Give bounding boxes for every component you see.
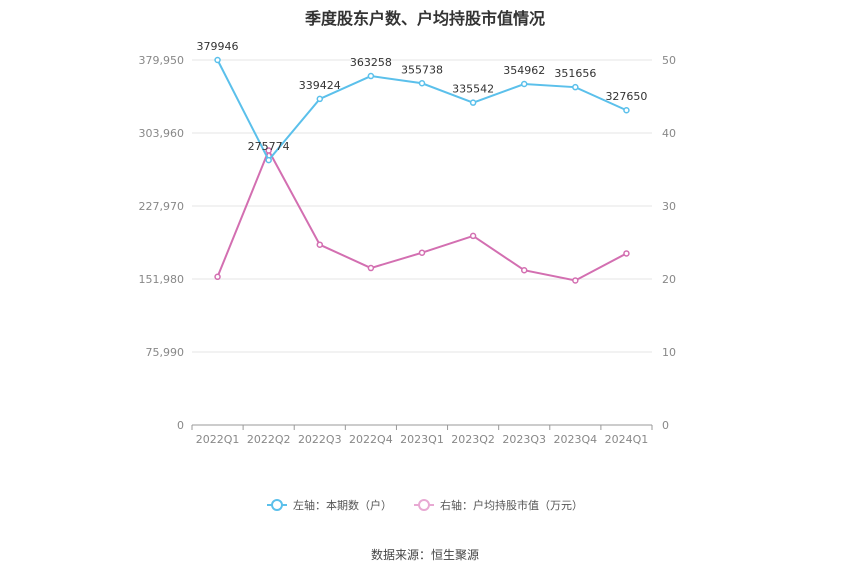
left-tick-label: 303,960 (139, 127, 185, 140)
legend-item-avg-value[interactable]: 右轴：户均持股市值（万元） (414, 497, 583, 513)
point-households (214, 56, 221, 64)
left-tick-label: 151,980 (139, 273, 185, 286)
x-tick-label: 2023Q1 (400, 433, 444, 446)
right-tick-label: 50 (662, 54, 676, 67)
data-label: 379946 (197, 40, 239, 53)
line-chart: 0 75,990 151,980 227,970 303,960 379,950 0 10 20… (139, 40, 677, 446)
point-households (418, 80, 426, 87)
x-tick-label: 2022Q1 (196, 433, 240, 446)
point-households (572, 83, 579, 91)
x-tick-label: 2023Q2 (451, 433, 495, 446)
point-avg-value (214, 273, 221, 281)
data-label: 363258 (350, 56, 392, 69)
legend-swatch-blue-icon (267, 499, 287, 511)
x-tick-label: 2022Q3 (298, 433, 342, 446)
grid-lines (192, 59, 652, 353)
chart-title: 季度股东户数、户均持股市值情况 (304, 9, 545, 28)
point-avg-value (316, 241, 324, 248)
data-label: 339424 (299, 79, 341, 92)
point-avg-value (469, 232, 477, 240)
left-tick-label: 75,990 (146, 346, 185, 359)
point-households (265, 156, 272, 164)
source-note: 数据来源：恒生聚源 (370, 548, 479, 562)
right-tick-label: 20 (662, 273, 676, 286)
x-tick-label: 2023Q3 (502, 433, 546, 446)
right-tick-label: 40 (662, 127, 676, 140)
data-label: 275774 (248, 140, 290, 153)
right-tick-label: 0 (662, 419, 669, 432)
point-households (623, 106, 630, 114)
left-tick-label: 379,950 (139, 54, 185, 67)
legend-item-households[interactable]: 左轴：本期数（户） (267, 497, 392, 513)
series-line-avg-value (216, 148, 627, 282)
legend: 左轴：本期数（户） 右轴：户均持股市值（万元） (0, 497, 850, 513)
data-label: 355738 (401, 63, 443, 76)
x-tick-label: 2023Q4 (554, 433, 598, 446)
data-labels: 379946 275774 339424 363258 355738 335542 3549… (197, 40, 648, 153)
data-label: 327650 (605, 90, 647, 103)
left-tick-label: 0 (177, 419, 184, 432)
x-tick-label: 2022Q4 (349, 433, 393, 446)
data-label: 335542 (452, 83, 494, 96)
point-avg-value (367, 264, 375, 272)
data-label: 351656 (554, 67, 596, 80)
series (214, 56, 630, 284)
data-label: 354962 (503, 64, 545, 77)
right-tick-label: 30 (662, 200, 676, 213)
legend-label-households: 左轴：本期数（户） (293, 499, 392, 512)
point-avg-value (418, 249, 426, 256)
left-tick-label: 227,970 (139, 200, 185, 213)
point-households (469, 99, 477, 106)
point-households (367, 72, 375, 80)
point-avg-value (623, 250, 630, 257)
point-households (316, 95, 324, 103)
axes: 0 75,990 151,980 227,970 303,960 379,950 0 10 20… (139, 54, 677, 446)
right-tick-label: 10 (662, 346, 676, 359)
legend-label-avg-value: 右轴：户均持股市值（万元） (440, 499, 583, 512)
x-tick-label: 2022Q2 (247, 433, 291, 446)
point-avg-value (520, 266, 528, 274)
point-households (520, 80, 528, 88)
point-avg-value (265, 147, 272, 154)
x-tick-label: 2024Q1 (605, 433, 649, 446)
point-avg-value (572, 277, 579, 284)
legend-swatch-pink-icon (414, 499, 434, 511)
